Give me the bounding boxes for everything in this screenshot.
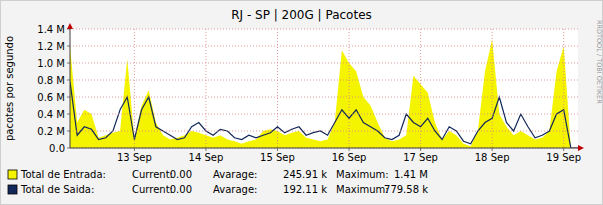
watermark: RRDTOOL / TOBI OETIKER bbox=[595, 20, 603, 104]
grid-line bbox=[70, 114, 578, 115]
legend-stat-value: 192.11 k bbox=[283, 184, 327, 195]
grid-line bbox=[70, 46, 578, 47]
legend-label: Total de Entrada: bbox=[20, 169, 106, 180]
background bbox=[1, 1, 603, 205]
legend-stat-label: Avarage: bbox=[213, 169, 257, 180]
grid-line bbox=[70, 29, 578, 30]
tick-label: 16 Sep bbox=[332, 152, 367, 163]
grid-line bbox=[70, 97, 578, 98]
legend-stat-label: Current: bbox=[132, 184, 173, 195]
tick-label: 13 Sep bbox=[117, 152, 152, 163]
grid-line bbox=[70, 148, 578, 149]
legend-stat-value: 0.00 bbox=[170, 184, 192, 195]
legend-stat-value: 1.41 M bbox=[394, 169, 428, 180]
legend-stat-value: 779.58 k bbox=[384, 184, 428, 195]
tick-label: 0.8 M bbox=[37, 75, 65, 86]
plot-area bbox=[70, 29, 578, 148]
chart: RJ - SP | 200G | Pacotes pacotes por segu… bbox=[0, 0, 603, 205]
tick-label: 1.4 M bbox=[37, 24, 65, 35]
axis-arrow bbox=[578, 145, 584, 151]
legend-swatch bbox=[8, 185, 17, 194]
grid-line bbox=[70, 80, 578, 81]
y-axis bbox=[70, 29, 71, 148]
legend-label: Total de Saida: bbox=[20, 184, 94, 195]
grid-line bbox=[70, 63, 578, 64]
tick-label: 15 Sep bbox=[260, 152, 295, 163]
y-label: pacotes por segundo bbox=[4, 36, 15, 141]
tick-label: 0.4 M bbox=[37, 109, 65, 120]
tick-label: 0.6 M bbox=[37, 92, 65, 103]
tick-label: 19 Sep bbox=[546, 152, 581, 163]
tick-label: 14 Sep bbox=[189, 152, 224, 163]
legend-stat-label: Avarage: bbox=[213, 184, 257, 195]
grid-line bbox=[492, 29, 493, 148]
x-axis bbox=[70, 148, 578, 149]
tick-label: 0.2 M bbox=[37, 126, 65, 137]
legend-stat-label: Current: bbox=[132, 169, 173, 180]
grid-line bbox=[134, 29, 135, 148]
grid-line bbox=[70, 131, 578, 132]
grid-line bbox=[205, 29, 206, 148]
title: RJ - SP | 200G | Pacotes bbox=[231, 8, 372, 22]
data-group bbox=[70, 39, 578, 148]
grid-line bbox=[563, 29, 564, 148]
legend-stat-label: Maximum: bbox=[336, 184, 389, 195]
legend-stat-value: 0.00 bbox=[170, 169, 192, 180]
tick-label: 1.2 M bbox=[37, 41, 65, 52]
tick-label: 17 Sep bbox=[403, 152, 438, 163]
grid-line bbox=[420, 29, 421, 148]
axis-arrow bbox=[67, 23, 73, 29]
grid-line bbox=[349, 29, 350, 148]
line bbox=[70, 82, 578, 148]
legend-swatch bbox=[8, 170, 17, 179]
area bbox=[70, 39, 578, 148]
tick-label: 18 Sep bbox=[475, 152, 510, 163]
tick-label: 1.0 M bbox=[37, 58, 65, 69]
grid-line bbox=[277, 29, 278, 148]
legend-stat-label: Maximum: bbox=[336, 169, 389, 180]
legend-stat-value: 245.91 k bbox=[283, 169, 327, 180]
tick-label: 0.0 bbox=[49, 143, 65, 154]
